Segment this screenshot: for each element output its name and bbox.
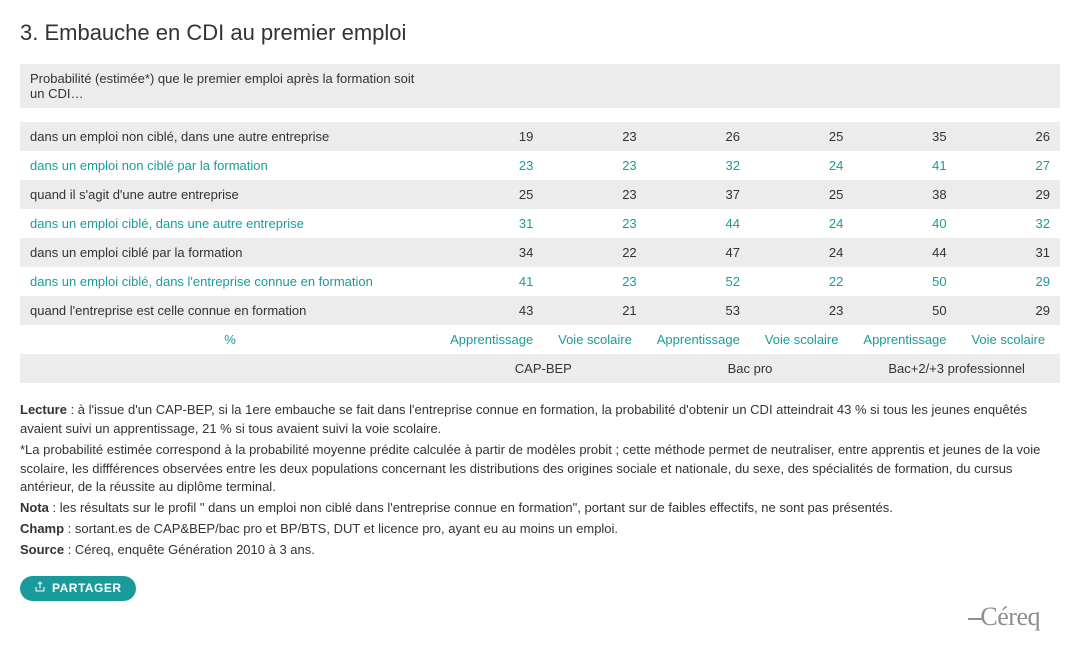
cell-value: 44 bbox=[853, 238, 956, 267]
cell-value: 50 bbox=[853, 296, 956, 325]
brand-logo: Céreq bbox=[968, 602, 1040, 632]
row-label: dans un emploi non ciblé, dans une autre… bbox=[20, 122, 440, 151]
cell-value: 53 bbox=[647, 296, 750, 325]
cell-value: 23 bbox=[543, 151, 646, 180]
cell-value: 24 bbox=[750, 151, 853, 180]
column-subheader: Apprentissage bbox=[853, 325, 956, 354]
column-group-header: CAP-BEP bbox=[440, 354, 647, 383]
note-champ: Champ : sortant.es de CAP&BEP/bac pro et… bbox=[20, 520, 1060, 539]
cell-value: 43 bbox=[440, 296, 543, 325]
cell-value: 37 bbox=[647, 180, 750, 209]
column-group-header: Bac+2/+3 professionnel bbox=[853, 354, 1060, 383]
column-subheader: Voie scolaire bbox=[543, 325, 646, 354]
cell-value: 19 bbox=[440, 122, 543, 151]
page-title: 3. Embauche en CDI au premier emploi bbox=[20, 20, 1060, 46]
cell-value: 25 bbox=[750, 122, 853, 151]
table-row: quand l'entreprise est celle connue en f… bbox=[20, 296, 1060, 325]
column-group-header: Bac pro bbox=[647, 354, 854, 383]
cell-value: 41 bbox=[440, 267, 543, 296]
cell-value: 23 bbox=[440, 151, 543, 180]
cell-value: 25 bbox=[440, 180, 543, 209]
cell-value: 22 bbox=[543, 238, 646, 267]
data-table: Probabilité (estimée*) que le premier em… bbox=[20, 64, 1060, 383]
cell-value: 44 bbox=[647, 209, 750, 238]
cell-value: 25 bbox=[750, 180, 853, 209]
cell-value: 29 bbox=[957, 296, 1060, 325]
row-label: dans un emploi ciblé par la formation bbox=[20, 238, 440, 267]
cell-value: 26 bbox=[957, 122, 1060, 151]
note-nota: Nota : les résultats sur le profil " dan… bbox=[20, 499, 1060, 518]
share-button[interactable]: PARTAGER bbox=[20, 576, 136, 601]
cell-value: 52 bbox=[647, 267, 750, 296]
cell-value: 38 bbox=[853, 180, 956, 209]
cell-value: 23 bbox=[543, 209, 646, 238]
note-source: Source : Céreq, enquête Génération 2010 … bbox=[20, 541, 1060, 560]
cell-value: 23 bbox=[750, 296, 853, 325]
cell-value: 47 bbox=[647, 238, 750, 267]
cell-value: 32 bbox=[647, 151, 750, 180]
cell-value: 35 bbox=[853, 122, 956, 151]
row-label: dans un emploi ciblé, dans l'entreprise … bbox=[20, 267, 440, 296]
table-row: dans un emploi non ciblé par la formatio… bbox=[20, 151, 1060, 180]
cell-value: 29 bbox=[957, 267, 1060, 296]
cell-value: 29 bbox=[957, 180, 1060, 209]
table-row: dans un emploi non ciblé, dans une autre… bbox=[20, 122, 1060, 151]
share-icon bbox=[34, 581, 46, 596]
notes-block: Lecture : à l'issue d'un CAP-BEP, si la … bbox=[20, 401, 1060, 560]
table-row: dans un emploi ciblé, dans l'entreprise … bbox=[20, 267, 1060, 296]
cell-value: 41 bbox=[853, 151, 956, 180]
cell-value: 34 bbox=[440, 238, 543, 267]
cell-value: 22 bbox=[750, 267, 853, 296]
cell-value: 21 bbox=[543, 296, 646, 325]
cell-value: 26 bbox=[647, 122, 750, 151]
column-subheader: Apprentissage bbox=[647, 325, 750, 354]
cell-value: 31 bbox=[957, 238, 1060, 267]
cell-value: 23 bbox=[543, 180, 646, 209]
column-subheader: Apprentissage bbox=[440, 325, 543, 354]
share-button-label: PARTAGER bbox=[52, 581, 122, 595]
cell-value: 32 bbox=[957, 209, 1060, 238]
note-lecture: Lecture : à l'issue d'un CAP-BEP, si la … bbox=[20, 401, 1060, 439]
cell-value: 40 bbox=[853, 209, 956, 238]
table-row: dans un emploi ciblé, dans une autre ent… bbox=[20, 209, 1060, 238]
row-label: dans un emploi ciblé, dans une autre ent… bbox=[20, 209, 440, 238]
cell-value: 50 bbox=[853, 267, 956, 296]
row-label: dans un emploi non ciblé par la formatio… bbox=[20, 151, 440, 180]
column-subheader: Voie scolaire bbox=[957, 325, 1060, 354]
table-row: dans un emploi ciblé par la formation342… bbox=[20, 238, 1060, 267]
note-star: *La probabilité estimée correspond à la … bbox=[20, 441, 1060, 498]
cell-value: 24 bbox=[750, 238, 853, 267]
cell-value: 27 bbox=[957, 151, 1060, 180]
percent-label: % bbox=[20, 325, 440, 354]
column-subheader: Voie scolaire bbox=[750, 325, 853, 354]
table-header-desc: Probabilité (estimée*) que le premier em… bbox=[20, 64, 440, 108]
row-label: quand l'entreprise est celle connue en f… bbox=[20, 296, 440, 325]
row-label: quand il s'agit d'une autre entreprise bbox=[20, 180, 440, 209]
cell-value: 31 bbox=[440, 209, 543, 238]
cell-value: 24 bbox=[750, 209, 853, 238]
cell-value: 23 bbox=[543, 122, 646, 151]
table-row: quand il s'agit d'une autre entreprise25… bbox=[20, 180, 1060, 209]
cell-value: 23 bbox=[543, 267, 646, 296]
